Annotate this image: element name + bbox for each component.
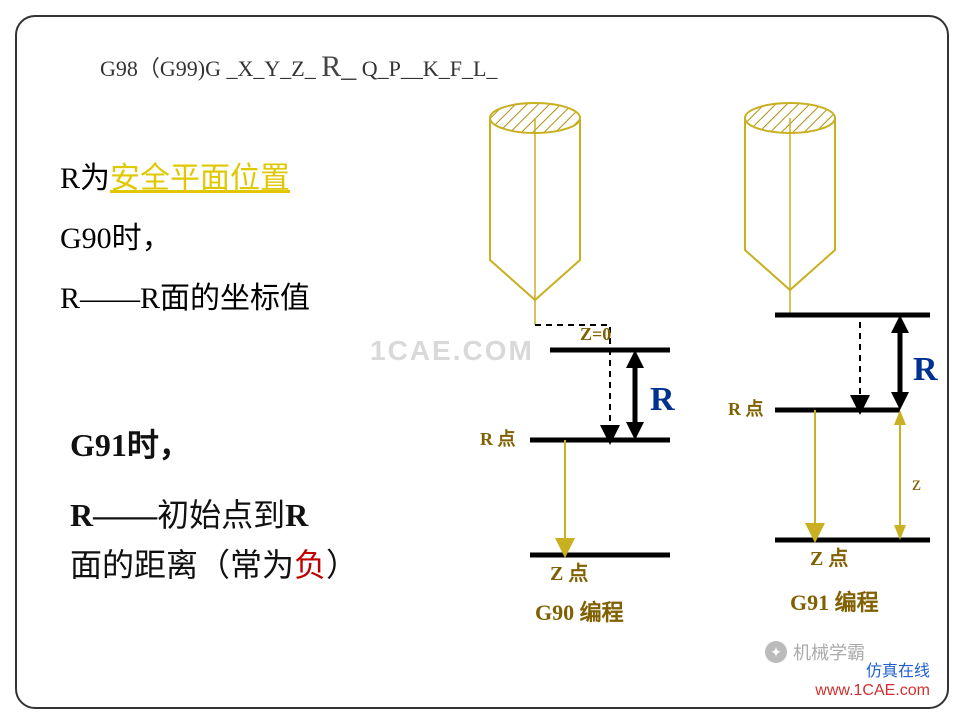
r-init-d: 面的距离（常为 xyxy=(70,547,294,583)
r-init-e: 负 xyxy=(294,547,326,583)
g91-when: G91时， xyxy=(70,427,191,463)
line-r-is: R为安全平面位置 xyxy=(60,155,290,203)
cmd-R: R_ xyxy=(321,50,356,83)
diagram-g90: Z=0 R 点 Z 点 R G90 编程 xyxy=(440,100,700,630)
label-rpoint2: R 点 xyxy=(728,398,764,419)
line-r-coord: R——R面的坐标值 xyxy=(60,275,310,323)
r-init-b: 初始点到 xyxy=(157,497,285,533)
cmd-pre: G98（G99)G _X_Y_Z_ xyxy=(100,56,321,81)
caption-g91: G91 编程 xyxy=(790,590,879,615)
label-rpoint: R 点 xyxy=(480,428,516,449)
label-R: R xyxy=(650,381,675,418)
line-r-init-2: 面的距离（常为负） xyxy=(70,540,358,586)
top-command-line: G98（G99)G _X_Y_Z_ R_ Q_P__K_F_L_ xyxy=(100,50,497,84)
safe-plane: 安全平面位置 xyxy=(110,162,290,195)
r-is: R为 xyxy=(60,162,110,195)
line-g90: G90时， xyxy=(60,215,172,263)
r-init-a: R—— xyxy=(70,497,157,533)
wechat-icon: ✦ xyxy=(765,641,787,663)
r-r-coord: R——R面的坐标值 xyxy=(60,282,310,315)
label-z-small: z xyxy=(912,473,921,495)
caption-g90: G90 编程 xyxy=(535,600,624,625)
label-zpoint: Z 点 xyxy=(550,562,588,585)
line-g91: G91时， xyxy=(70,420,191,466)
r-init-c: R xyxy=(285,497,308,533)
diagram-g91: R 点 Z 点 R z G91 编程 xyxy=(700,100,950,630)
label-z0: Z=0 xyxy=(580,324,611,344)
r-init-f: ） xyxy=(326,547,358,583)
line-r-init-1: R——初始点到R xyxy=(70,490,308,536)
drill-bit-2 xyxy=(745,103,835,315)
drill-bit xyxy=(490,103,580,325)
cmd-post: Q_P__K_F_L_ xyxy=(356,56,497,81)
g90-when: G90时， xyxy=(60,222,172,255)
footer-line1: 仿真在线 xyxy=(815,662,930,681)
footer-line2: www.1CAE.com xyxy=(815,681,930,700)
label-R2: R xyxy=(913,351,938,388)
label-zpoint2: Z 点 xyxy=(810,547,848,570)
footer-site: 仿真在线 www.1CAE.com xyxy=(815,662,930,700)
